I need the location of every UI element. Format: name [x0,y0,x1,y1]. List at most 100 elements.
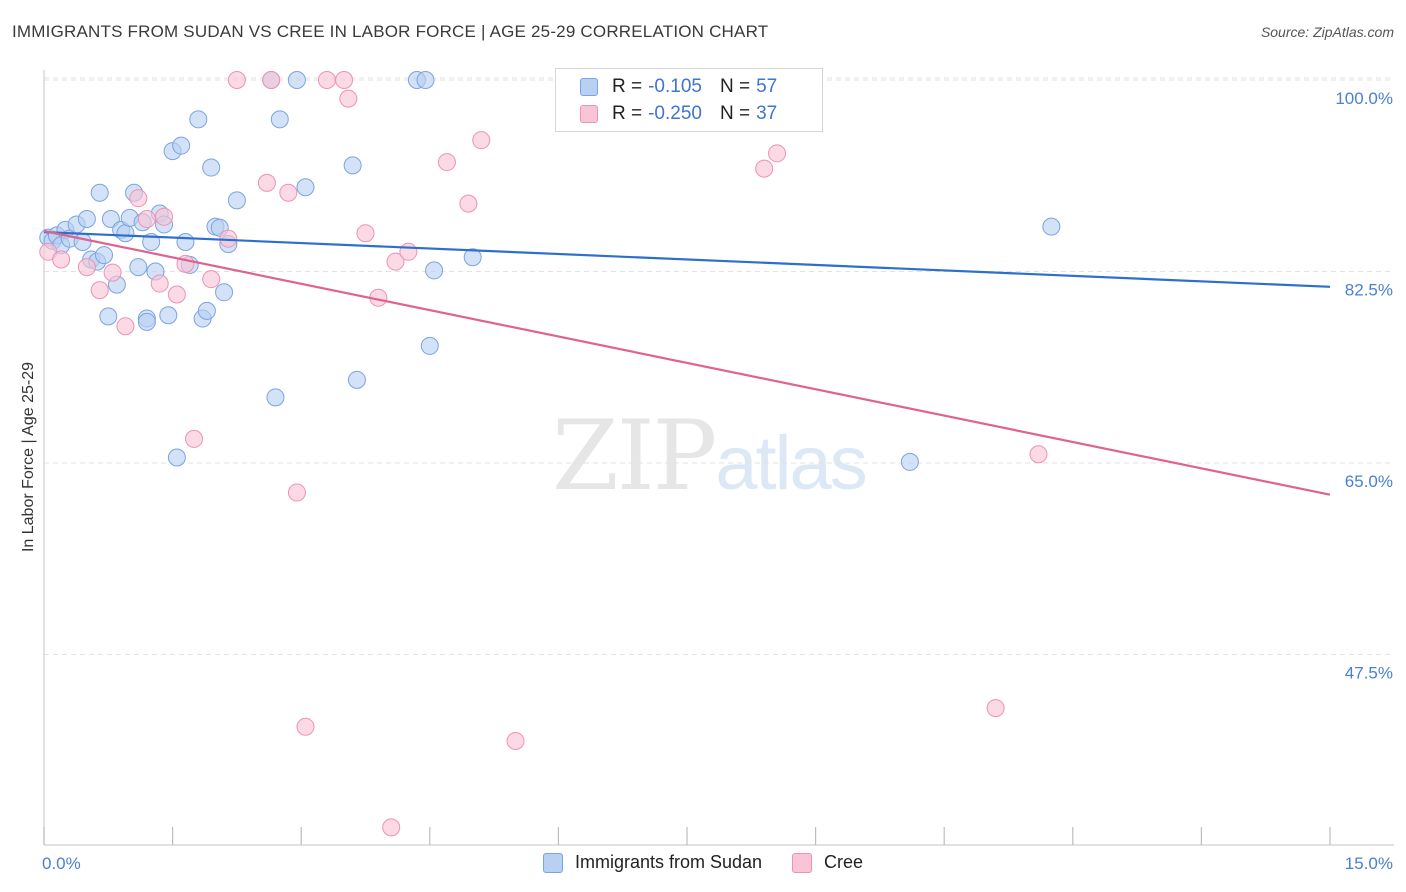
sudan-point [167,448,186,467]
cree-point [185,429,204,448]
cree-point [287,483,306,502]
sudan-point [129,258,148,277]
cree-point [150,274,169,293]
legend-label-cree: Cree [824,852,864,872]
legend-swatch-sudan [542,852,563,873]
sudan-point [215,283,234,302]
axis-layer [43,70,1394,846]
cree-point [472,131,491,150]
trend-layer [43,229,1331,496]
y-tick-label: 47.5% [1345,664,1393,683]
cree-point [317,71,336,89]
stats-legend: R = -0.105 N = 57 R = -0.250 N = 37 [555,68,823,132]
cree-point [202,270,221,289]
cree-point [335,71,354,89]
points-layer [39,71,1061,837]
sudan-point [287,71,306,89]
sudan-point [77,209,96,228]
legend-r-value: -0.250 [648,103,702,124]
cree-point [437,153,456,172]
y-tick-label: 100.0% [1335,89,1393,108]
sudan-point [101,209,120,228]
legend-row-cree: R = -0.250 N = 37 [580,101,777,127]
cree-point [399,242,418,261]
sudan-point [172,136,191,155]
cree-point [279,183,298,202]
cree-point [262,71,281,89]
sudan-point [73,232,92,251]
series-legend: Immigrants from Sudan Cree [0,852,1406,873]
sudan-point [95,246,114,265]
cree-point [52,250,71,269]
cree-point [986,699,1005,718]
legend-swatch-cree [792,852,813,873]
legend-item-sudan[interactable]: Immigrants from Sudan [542,852,763,873]
cree-point [155,207,174,226]
x-tick-label: 15.0% [1345,854,1393,873]
legend-n-value: 57 [756,76,778,97]
sudan-point [266,388,285,407]
legend-r-value: -0.105 [648,76,702,97]
cree-trendline [43,229,1331,496]
sudan-point [270,110,289,129]
sudan-point [416,71,435,89]
cree-point [296,717,315,736]
x-tick-label: 0.0% [42,854,81,873]
sudan-point [116,224,135,243]
sudan-point [227,191,246,210]
cree-point [339,89,358,108]
cree-point [1029,445,1048,464]
sudan-point [189,110,208,129]
sudan-point [176,232,195,251]
grid-layer [44,77,1390,655]
sudan-point [137,312,156,331]
legend-n-label: N = [719,103,751,124]
y-axis-title: In Labor Force | Age 25-29 [20,362,37,552]
watermark-zip: ZIP [552,400,717,512]
legend-n-value: 37 [756,103,778,124]
cree-point [137,209,156,228]
sudan-point [900,452,919,471]
sudan-point [425,261,444,280]
sudan-point [202,158,221,177]
source-credit: Source: ZipAtlas.com [1260,24,1394,40]
sudan-point [159,306,178,325]
chart-title: IMMIGRANTS FROM SUDAN VS CREE IN LABOR F… [12,22,769,41]
y-tick-label: 82.5% [1345,281,1393,300]
sudan-point [99,307,118,326]
sudan-point [463,248,482,267]
cree-point [227,71,246,89]
cree-point [755,159,774,178]
sudan-point [347,370,366,389]
legend-row-sudan: R = -0.105 N = 57 [580,74,777,100]
sudan-point [296,178,315,197]
legend-r-label: R = [612,76,643,97]
cree-point [103,263,122,282]
legend-item-cree[interactable]: Cree [792,852,863,873]
sudan-point [197,301,216,320]
y-tick-label: 65.0% [1345,472,1393,491]
cree-point [768,144,787,163]
legend-label-sudan: Immigrants from Sudan [574,852,763,872]
legend-swatch-sudan [580,78,598,96]
cree-point [77,258,96,277]
cree-point [506,731,525,750]
cree-point [116,317,135,336]
sudan-point [343,156,362,175]
cree-point [167,285,186,304]
legend-swatch-cree [580,105,598,123]
cree-point [386,252,405,271]
cree-point [356,224,375,243]
sudan-trendline [43,231,1331,288]
cree-point [90,281,109,300]
cree-point [382,818,401,837]
legend-r-label: R = [612,103,643,124]
labels-layer: 100.0% 82.5% 65.0% 47.5% 0.0% 15.0% In Labor F… [20,89,1393,873]
sudan-point [1042,217,1061,236]
sudan-point [90,183,109,202]
cree-point [257,173,276,192]
cree-point [459,194,478,213]
cree-point [129,189,148,208]
zipatlas-watermark: ZIPatlas [552,400,868,512]
